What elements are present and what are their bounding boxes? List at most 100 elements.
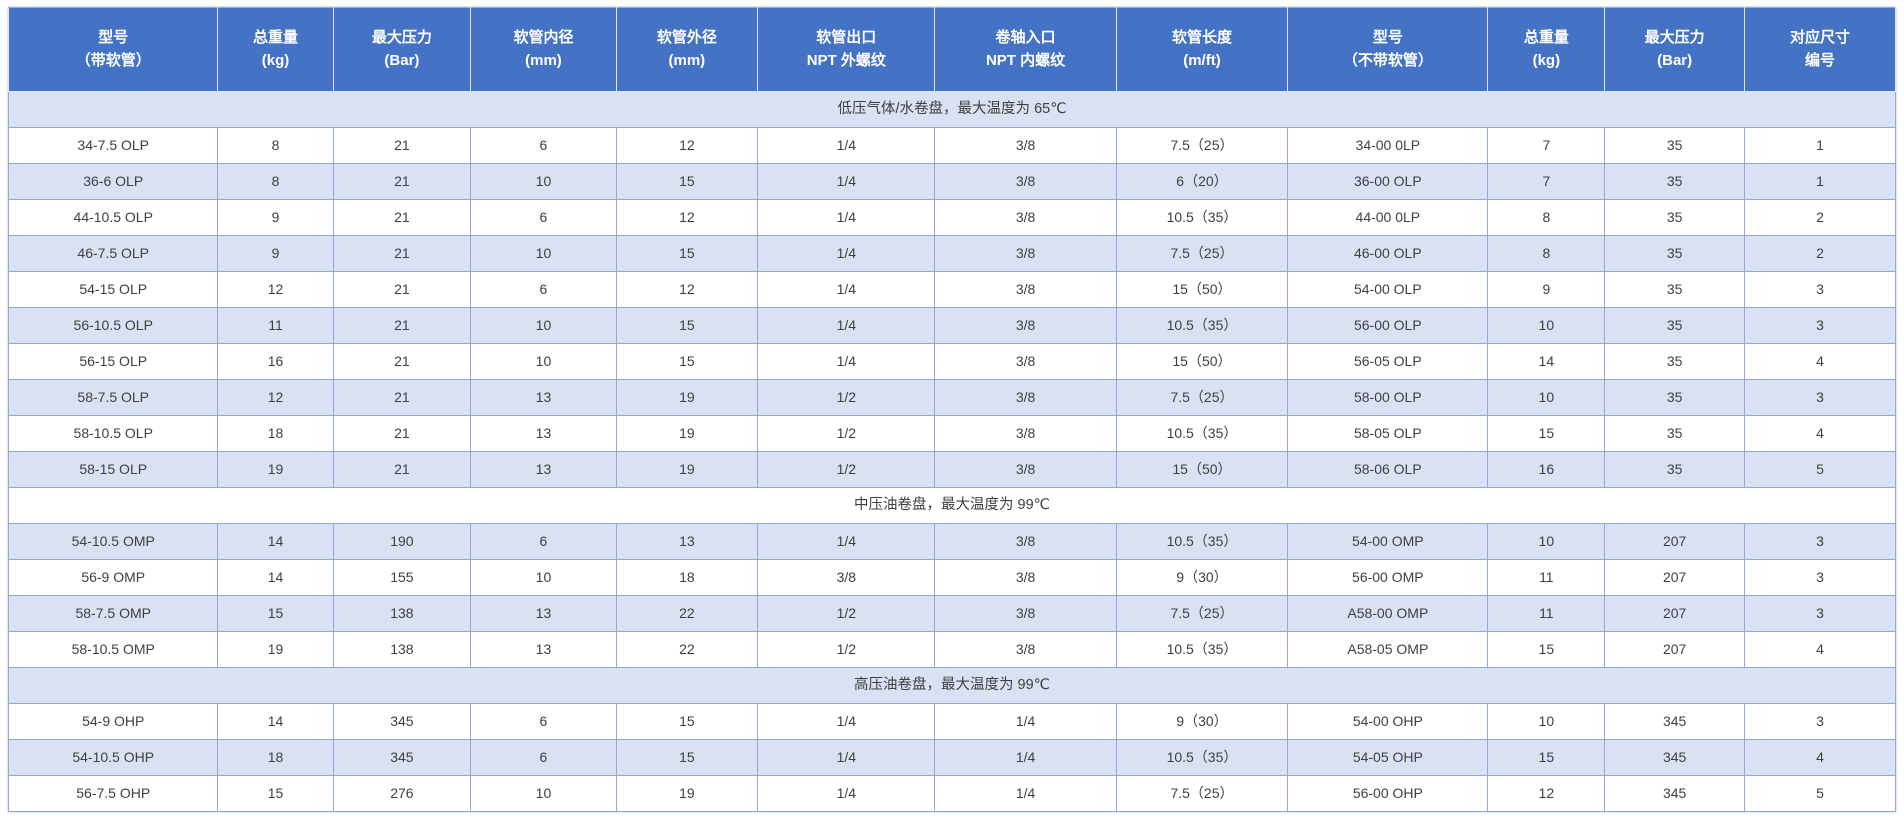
model-with-hose-cell: 54-15 OLP [7, 271, 219, 308]
header-label-line1: 型号 [98, 29, 129, 46]
value-cell: 4 [1743, 739, 1897, 776]
value-cell: 13 [470, 415, 617, 452]
value-cell: 13 [470, 451, 617, 488]
model-without-hose-cell: 44-00 0LP [1287, 199, 1489, 236]
header-cell: 对应尺寸 编号 [1743, 7, 1897, 92]
header-label-line1: 软管内径 [513, 29, 574, 46]
value-cell: 3/8 [934, 127, 1117, 164]
model-with-hose-cell: 58-7.5 OLP [7, 379, 219, 416]
value-cell: 11 [1487, 595, 1606, 632]
value-cell: 15 [1487, 739, 1606, 776]
value-cell: 21 [332, 343, 472, 380]
value-cell: 21 [332, 163, 472, 200]
value-cell: 10.5（35） [1115, 307, 1289, 344]
header-cell: 最大压力 (Bar) [332, 7, 472, 92]
value-cell: 7.5（25） [1115, 775, 1289, 812]
value-cell: 9 [217, 199, 334, 236]
value-cell: 7.5（25） [1115, 379, 1289, 416]
value-cell: 3 [1743, 595, 1897, 632]
section-row: 高压油卷盘，最大温度为 99℃ [8, 667, 1896, 704]
value-cell: 207 [1604, 631, 1745, 668]
value-cell: 1/4 [934, 739, 1117, 776]
value-cell: 1/2 [757, 631, 936, 668]
header-label-line2: （不带软管） [1342, 51, 1433, 69]
value-cell: 21 [332, 199, 472, 236]
value-cell: 3/8 [934, 163, 1117, 200]
value-cell: 10 [1487, 703, 1606, 740]
value-cell: 21 [332, 415, 472, 452]
table-row: 36-6 OLP 8 21 10 15 1/4 3/8 6（20） 36-00 OLP 7 35 1 [7, 163, 1897, 200]
value-cell: 8 [217, 163, 334, 200]
header-label-line2: (Bar) [1657, 51, 1693, 69]
value-cell: 5 [1743, 451, 1897, 488]
value-cell: 10 [1487, 523, 1606, 560]
value-cell: 12 [217, 379, 334, 416]
model-without-hose-cell: 58-05 OLP [1287, 415, 1489, 452]
header-label-line1: 最大压力 [371, 29, 432, 46]
value-cell: 16 [217, 343, 334, 380]
header-label-line1: 软管外径 [656, 29, 717, 46]
value-cell: 14 [1487, 343, 1606, 380]
value-cell: 9 [1487, 271, 1606, 308]
value-cell: 15（50） [1115, 343, 1289, 380]
model-without-hose-cell: 56-00 OMP [1287, 559, 1489, 596]
value-cell: 15 [1487, 415, 1606, 452]
value-cell: 1/4 [934, 703, 1117, 740]
table-row: 56-15 OLP 16 21 10 15 1/4 3/8 15（50） 56-05 OLP 14… [7, 343, 1897, 380]
header-cell: 总重量 (kg) [1487, 7, 1606, 92]
value-cell: 9（30） [1115, 559, 1289, 596]
header-label-line2: (m/ft) [1183, 51, 1221, 69]
value-cell: 1/4 [757, 163, 936, 200]
value-cell: 15 [615, 163, 759, 200]
value-cell: 10 [1487, 307, 1606, 344]
model-without-hose-cell: 46-00 OLP [1287, 235, 1489, 272]
value-cell: 6 [470, 523, 617, 560]
model-without-hose-cell: 58-06 OLP [1287, 451, 1489, 488]
value-cell: 14 [217, 703, 334, 740]
value-cell: 3/8 [934, 451, 1117, 488]
model-with-hose-cell: 58-15 OLP [7, 451, 219, 488]
value-cell: 1/4 [757, 199, 936, 236]
value-cell: 4 [1743, 631, 1897, 668]
value-cell: 1/4 [757, 703, 936, 740]
value-cell: 207 [1604, 523, 1745, 560]
value-cell: 345 [1604, 775, 1745, 812]
model-with-hose-cell: 46-7.5 OLP [7, 235, 219, 272]
model-without-hose-cell: 34-00 0LP [1287, 127, 1489, 164]
value-cell: 12 [615, 271, 759, 308]
header-cell: 软管外径 (mm) [615, 7, 759, 92]
value-cell: 15（50） [1115, 271, 1289, 308]
value-cell: 10.5（35） [1115, 631, 1289, 668]
header-cell: 总重量 (kg) [217, 7, 334, 92]
value-cell: 10.5（35） [1115, 199, 1289, 236]
value-cell: 22 [615, 631, 759, 668]
value-cell: 19 [615, 379, 759, 416]
value-cell: 2 [1743, 235, 1897, 272]
value-cell: 15 [615, 703, 759, 740]
value-cell: 13 [615, 523, 759, 560]
value-cell: 207 [1604, 559, 1745, 596]
value-cell: 3/8 [934, 415, 1117, 452]
value-cell: 3/8 [934, 343, 1117, 380]
value-cell: 1/2 [757, 451, 936, 488]
value-cell: 18 [615, 559, 759, 596]
header-label-line1: 总重量 [1523, 29, 1569, 46]
table-row: 54-9 OHP 14 345 6 15 1/4 1/4 9（30） 54-00 OHP 10 34… [7, 703, 1897, 740]
value-cell: 14 [217, 559, 334, 596]
model-without-hose-cell: 56-05 OLP [1287, 343, 1489, 380]
header-cell: 最大压力 (Bar) [1604, 7, 1745, 92]
value-cell: 6 [470, 271, 617, 308]
model-with-hose-cell: 58-7.5 OMP [7, 595, 219, 632]
value-cell: 14 [217, 523, 334, 560]
value-cell: 10.5（35） [1115, 523, 1289, 560]
model-with-hose-cell: 54-9 OHP [7, 703, 219, 740]
value-cell: 3/8 [934, 523, 1117, 560]
value-cell: 3 [1743, 523, 1897, 560]
value-cell: 35 [1604, 163, 1745, 200]
value-cell: 207 [1604, 595, 1745, 632]
value-cell: 7 [1487, 163, 1606, 200]
value-cell: 13 [470, 595, 617, 632]
value-cell: 13 [470, 379, 617, 416]
value-cell: 35 [1604, 343, 1745, 380]
value-cell: 15 [1487, 631, 1606, 668]
